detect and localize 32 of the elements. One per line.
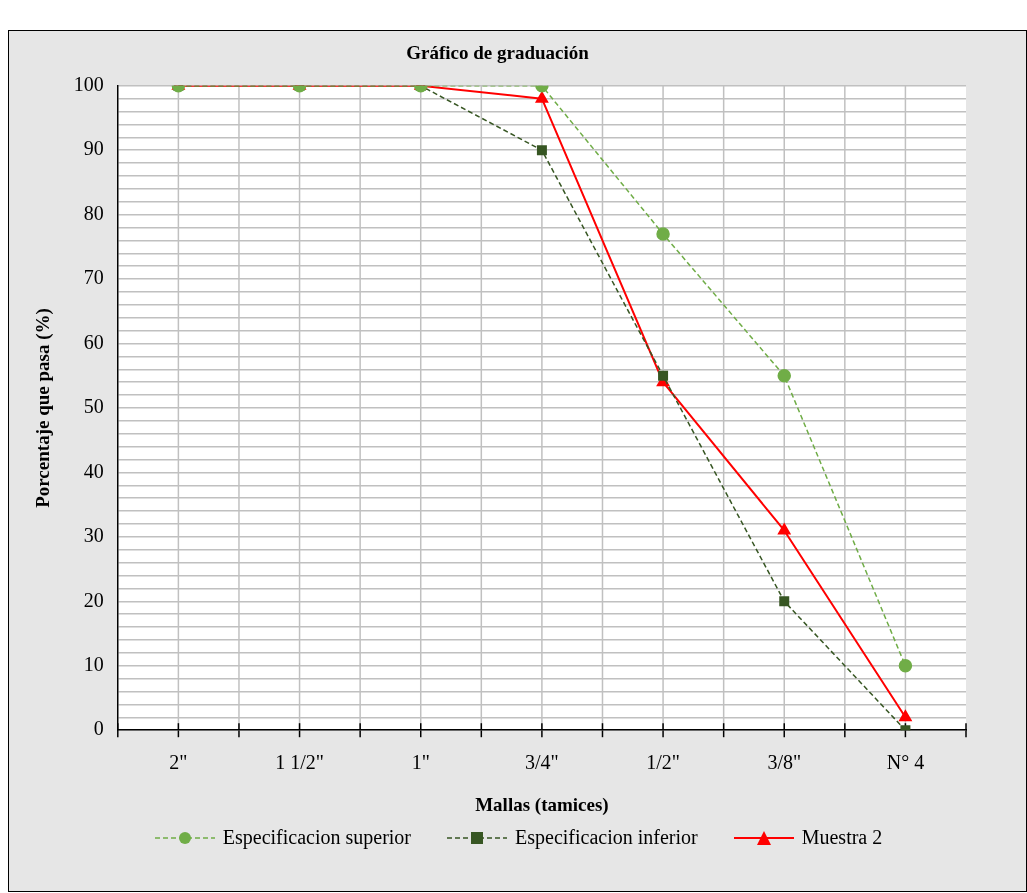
x-tick-label: 3/8"	[767, 751, 802, 774]
y-tick-label: 0	[93, 717, 104, 740]
point	[536, 145, 547, 156]
y-tick-label: 90	[83, 137, 104, 160]
y-axis-title: Porcentaje que pasa (%)	[32, 308, 55, 508]
x-tick-label: 1"	[411, 751, 430, 774]
x-tick-label: 3/4"	[525, 751, 559, 774]
point	[778, 523, 791, 535]
legend-label: Especificacion superior	[222, 826, 412, 849]
y-tick-label: 80	[83, 201, 104, 224]
x-tick-label: 2"	[169, 751, 188, 774]
legend-label: Especificacion inferior	[515, 826, 698, 849]
point	[656, 227, 670, 241]
y-tick-label: 40	[83, 459, 104, 482]
point	[777, 369, 791, 383]
x-tick-label: 1/2"	[646, 751, 680, 774]
x-axis-title: Mallas (tamices)	[475, 793, 609, 816]
x-tick-label: 1 1/2"	[275, 751, 324, 774]
y-tick-label: 10	[83, 653, 104, 676]
y-tick-label: 60	[83, 330, 104, 353]
chart-title: Gráfico de graduación	[406, 42, 590, 64]
x-tick-label: N° 4	[886, 751, 925, 774]
y-tick-label: 20	[83, 588, 104, 611]
y-tick-label: 70	[83, 266, 104, 289]
point	[779, 596, 790, 607]
point	[898, 659, 913, 673]
y-tick-label: 30	[83, 524, 104, 547]
legend-label: Muestra 2	[801, 826, 883, 849]
point	[658, 370, 669, 381]
y-tick-label: 50	[83, 395, 104, 418]
y-tick-label: 100	[73, 73, 104, 96]
point	[899, 710, 912, 722]
